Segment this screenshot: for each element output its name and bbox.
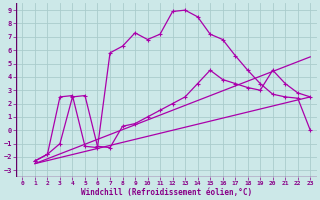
X-axis label: Windchill (Refroidissement éolien,°C): Windchill (Refroidissement éolien,°C) — [81, 188, 252, 197]
